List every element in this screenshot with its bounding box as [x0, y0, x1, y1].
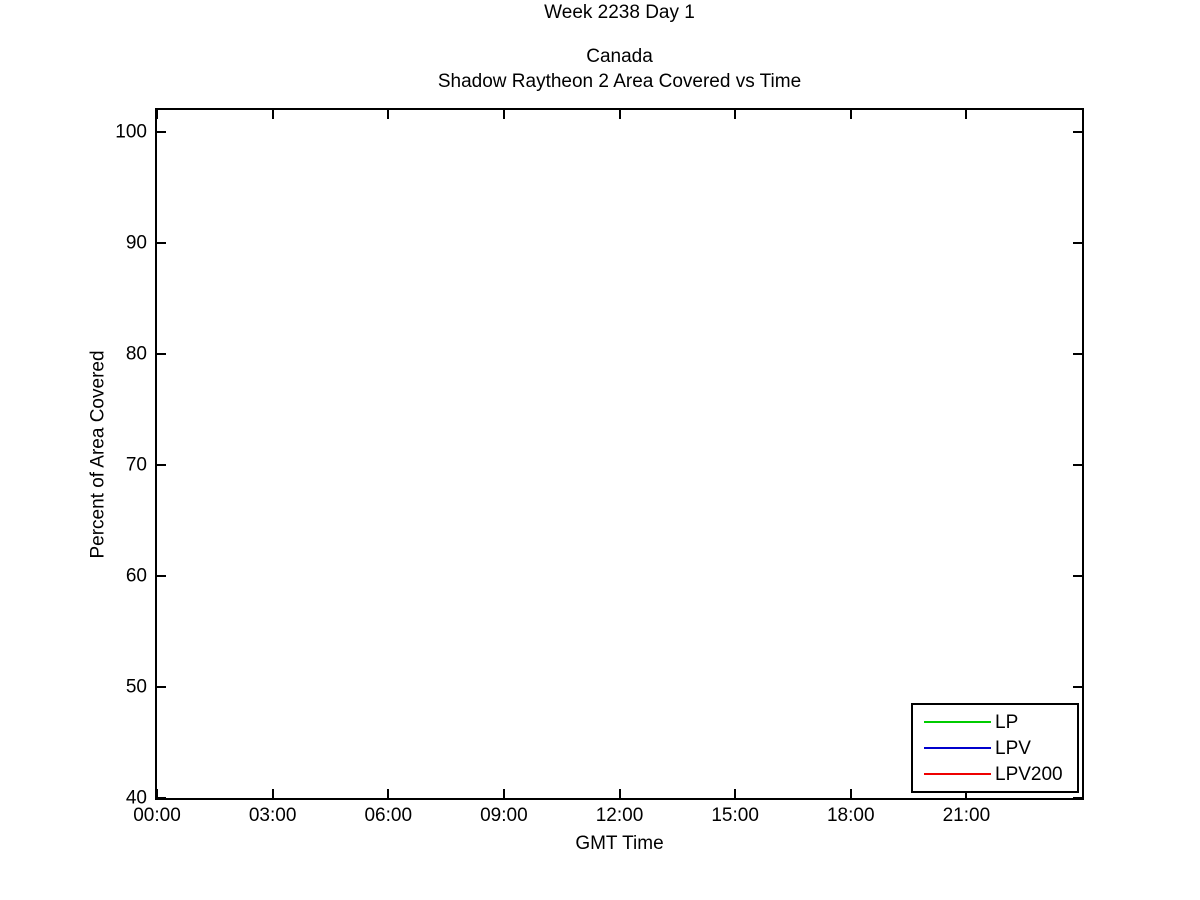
y-tick-mark	[157, 242, 166, 245]
y-tick-mark	[157, 464, 166, 467]
y-tick-label: 60	[125, 565, 147, 587]
y-tick-mark-right	[1073, 686, 1082, 689]
x-axis-label: GMT Time	[575, 833, 664, 854]
x-tick-mark	[965, 789, 968, 798]
x-tick-mark-top	[849, 110, 852, 119]
lpv-line-sample	[924, 747, 991, 749]
legend-label-lp: LP	[995, 711, 1019, 733]
x-tick-label: 03:00	[248, 805, 297, 826]
legend: LP LPV LPV200	[911, 703, 1079, 793]
lpv200-line-sample	[924, 773, 991, 775]
x-tick-mark-top	[387, 110, 390, 119]
y-tick-label: 80	[125, 343, 147, 365]
lp-line-sample	[924, 721, 991, 723]
x-tick-label: 21:00	[942, 805, 991, 826]
x-tick-mark	[502, 789, 505, 798]
x-tick-mark-top	[965, 110, 968, 119]
x-tick-label: 09:00	[480, 805, 528, 826]
chart-subtitle: Canada	[586, 46, 653, 67]
legend-label-lpv: LPV	[995, 737, 1031, 759]
y-tick-mark	[157, 686, 166, 689]
y-tick-label: 90	[125, 232, 147, 254]
y-tick-mark-right	[1073, 797, 1082, 799]
x-tick-mark-top	[271, 110, 274, 119]
y-tick-mark-right	[1073, 131, 1082, 134]
legend-row-lp: LP	[913, 709, 1077, 735]
x-tick-mark	[849, 789, 852, 798]
y-tick-mark-right	[1073, 464, 1082, 467]
x-tick-mark	[271, 789, 274, 798]
y-tick-label: 50	[125, 676, 147, 698]
x-tick-mark	[618, 789, 621, 798]
series-layer	[157, 110, 1082, 798]
y-tick-mark-right	[1073, 353, 1082, 356]
x-tick-mark-top	[734, 110, 737, 119]
chart-title: Shadow Raytheon 2 Area Covered vs Time	[437, 71, 802, 92]
x-tick-mark	[156, 789, 158, 798]
x-tick-mark	[387, 789, 390, 798]
x-tick-mark-top	[502, 110, 505, 119]
y-axis-label: Percent of Area Covered	[87, 349, 109, 559]
figure-suptitle: Week 2238 Day 1	[544, 2, 695, 23]
y-tick-label: 40	[125, 787, 147, 809]
legend-label-lpv200: LPV200	[995, 763, 1063, 785]
x-tick-label: 15:00	[711, 805, 759, 826]
y-tick-label: 70	[125, 454, 147, 476]
y-tick-mark	[157, 797, 166, 799]
y-tick-mark	[157, 131, 166, 134]
x-tick-label: 12:00	[595, 805, 644, 826]
x-tick-label: 00:00	[133, 805, 181, 826]
y-tick-mark-right	[1073, 575, 1082, 578]
legend-row-lpv: LPV	[913, 735, 1077, 761]
legend-row-lpv200: LPV200	[913, 761, 1077, 787]
y-tick-mark	[157, 353, 166, 356]
y-tick-mark-right	[1073, 242, 1082, 245]
plot-area: 00:00 03:00 06:00 09:00 12:00 15:00 18:00 21:00…	[115, 108, 1084, 825]
x-tick-label: 18:00	[826, 805, 875, 826]
x-tick-mark-top	[156, 110, 158, 119]
x-tick-mark-top	[618, 110, 621, 119]
x-tick-label: 06:00	[364, 805, 413, 826]
y-tick-mark	[157, 575, 166, 578]
y-tick-label: 100	[115, 121, 147, 143]
x-tick-mark	[734, 789, 737, 798]
